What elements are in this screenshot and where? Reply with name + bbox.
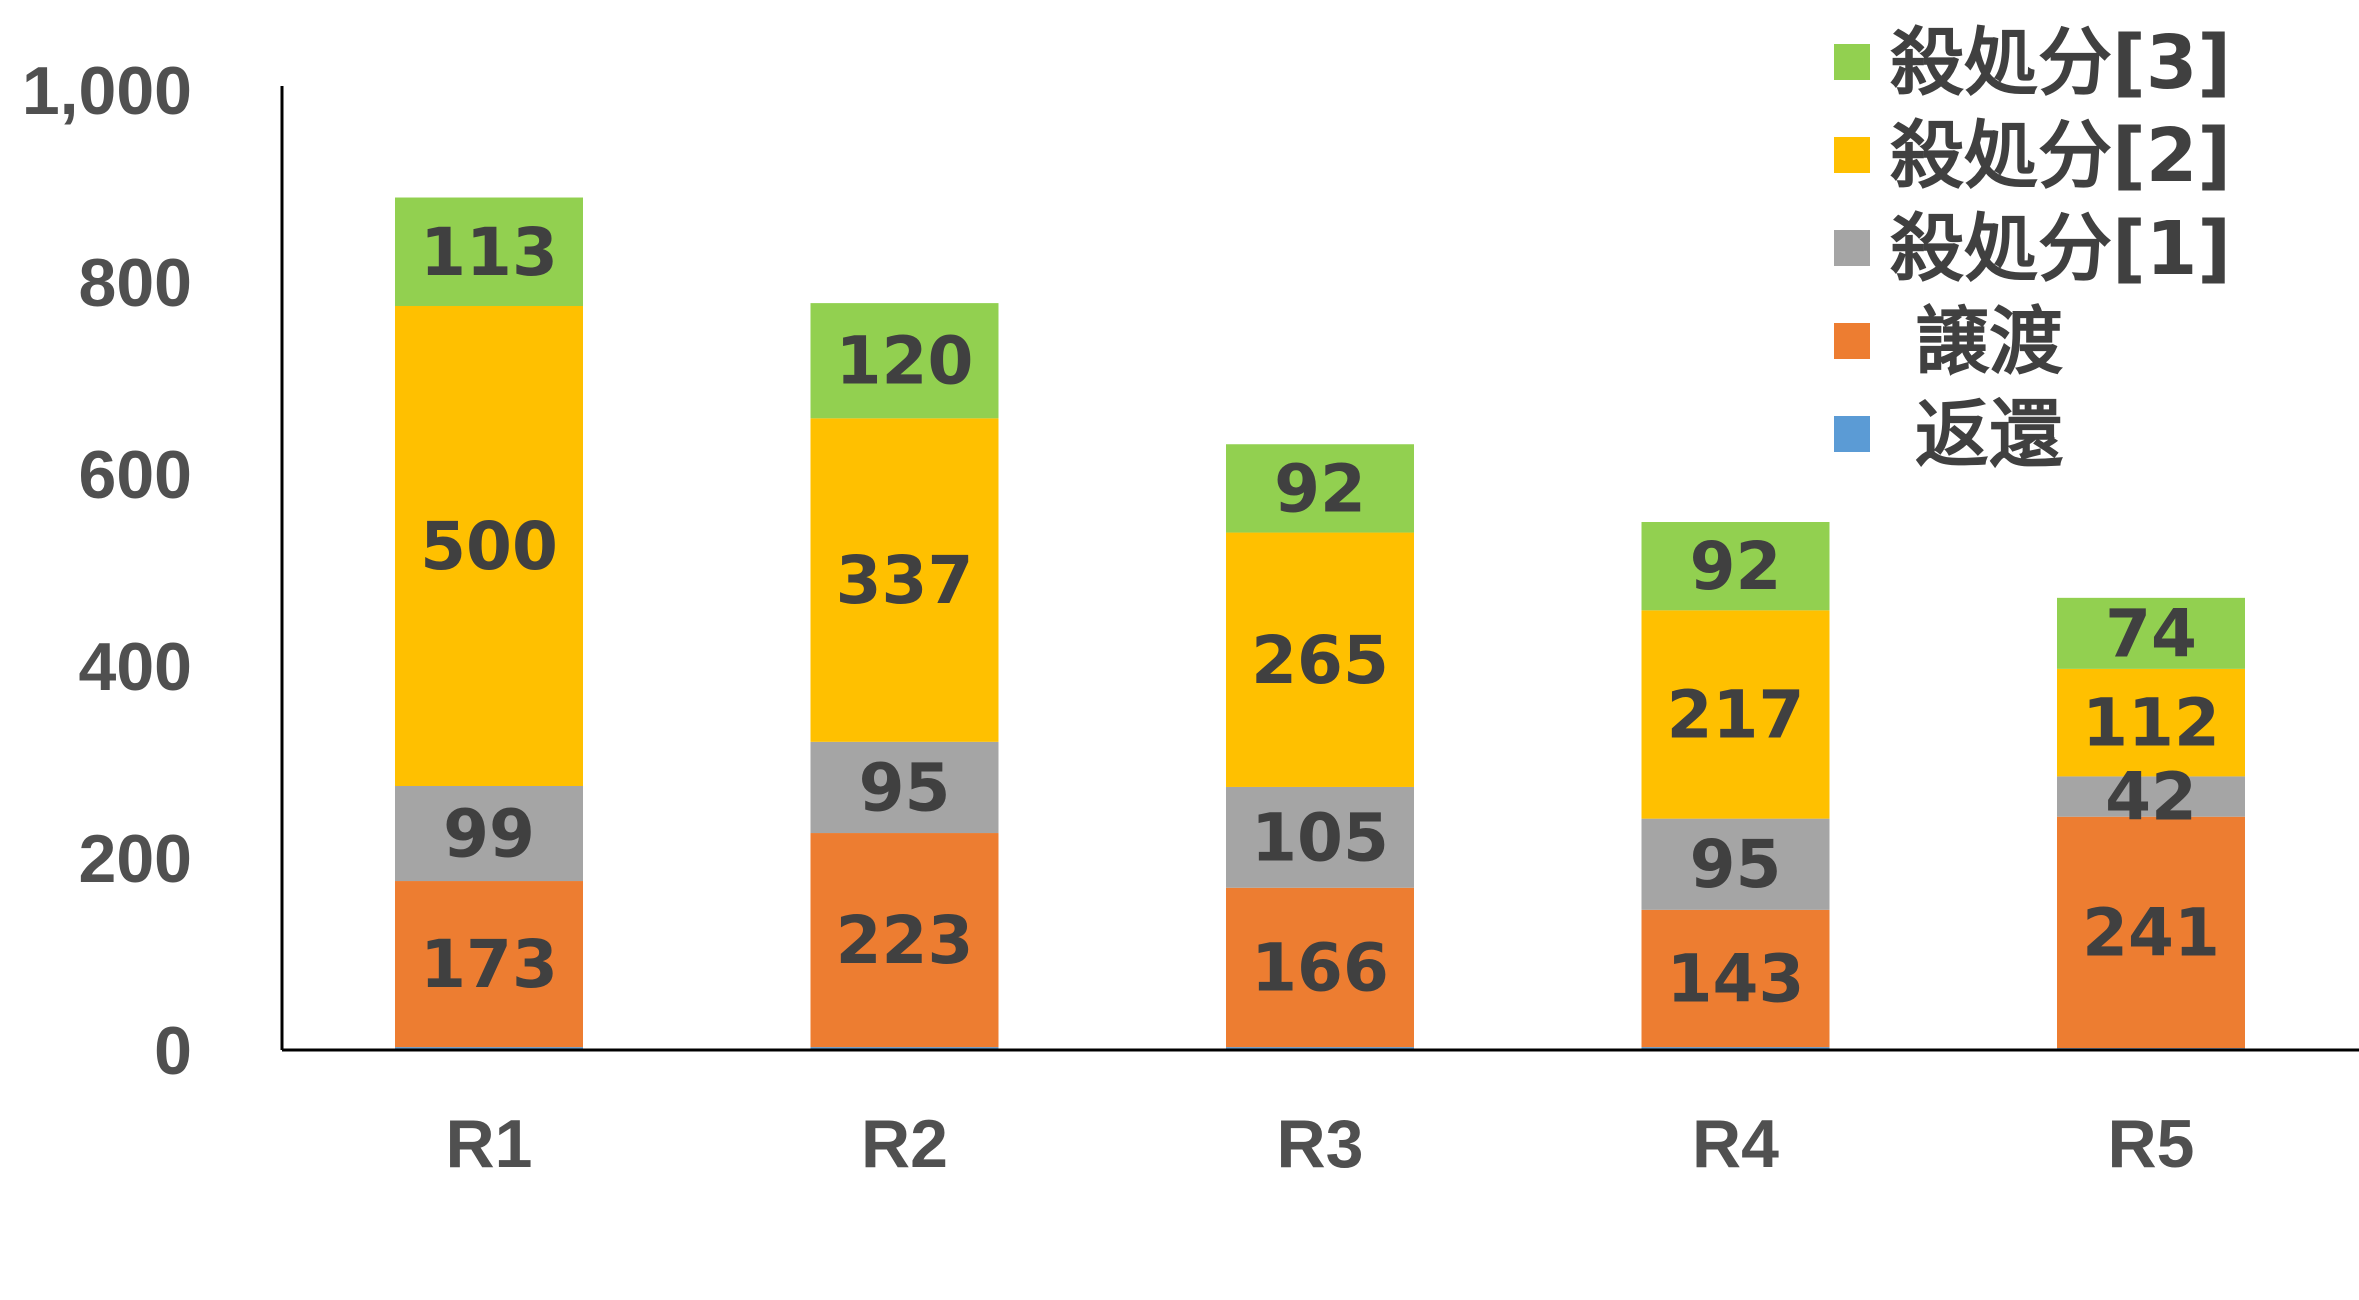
bar-segment: [810, 833, 999, 1048]
x-category-label: R5: [2108, 1106, 2195, 1182]
legend-swatch: [1834, 44, 1870, 80]
bar-segment: [1641, 610, 1830, 819]
bar-segment: [2057, 776, 2245, 817]
y-tick-label: 1,000: [22, 53, 192, 129]
legend-swatch: [1834, 137, 1870, 173]
bar-segment: [1226, 887, 1414, 1048]
legend-label: 譲渡: [1915, 299, 2063, 385]
bar-segment: [1641, 522, 1830, 611]
y-tick-label: 800: [79, 245, 192, 321]
data-label: 500: [420, 508, 558, 585]
data-label: 241: [2082, 894, 2220, 971]
data-label: 92: [1690, 528, 1782, 605]
data-label: 173: [420, 926, 558, 1003]
x-category-label: R1: [446, 1106, 533, 1182]
data-label: 42: [2105, 759, 2197, 836]
legend-label: 殺処分[3]: [1890, 20, 2231, 106]
data-label: 105: [1251, 799, 1389, 876]
bar-segment: [2057, 668, 2245, 777]
bar-segment: [1226, 786, 1414, 888]
y-tick-label: 0: [154, 1013, 192, 1089]
bar-segment: [395, 197, 583, 306]
data-label: 166: [1251, 929, 1389, 1006]
bar-segment: [395, 881, 583, 1048]
bar-segment: [1641, 909, 1830, 1048]
data-label: 99: [443, 796, 535, 873]
data-label: 120: [836, 323, 974, 400]
y-tick-label: 200: [79, 821, 192, 897]
legend-swatch: [1834, 416, 1870, 452]
data-label: 113: [420, 214, 558, 291]
bar-segment: [810, 418, 999, 742]
bar-segment: [810, 303, 999, 419]
bar-segment: [2057, 816, 2245, 1049]
y-tick-label: 600: [79, 437, 192, 513]
data-label: 217: [1667, 676, 1805, 753]
x-category-label: R3: [1277, 1106, 1364, 1182]
legend-label: 返還: [1915, 392, 2063, 478]
bar-segment: [1226, 532, 1414, 787]
legend-label: 殺処分[1]: [1890, 206, 2231, 292]
bar-segment: [2057, 597, 2245, 669]
x-category-label: R2: [861, 1106, 948, 1182]
data-label: 223: [836, 902, 974, 979]
x-axis-category-labels: R1 R2 R3 R4 R5: [446, 1106, 2195, 1182]
data-label: 265: [1251, 622, 1389, 699]
data-labels: 173 99 500 113 223 95 337 120 166 105 265 92 143 95 21…: [420, 214, 2220, 1018]
data-label: 112: [2082, 685, 2220, 762]
bar-segment: [1641, 818, 1830, 910]
y-tick-label: 400: [79, 629, 192, 705]
legend-label: 殺処分[2]: [1890, 113, 2231, 199]
bar-segment: [810, 741, 999, 834]
data-label: 95: [1690, 826, 1782, 903]
data-label: 74: [2105, 595, 2197, 672]
legend-swatch: [1834, 323, 1870, 359]
data-label: 92: [1274, 450, 1366, 527]
legend-swatch: [1834, 230, 1870, 266]
x-category-label: R4: [1692, 1106, 1779, 1182]
data-label: 143: [1667, 940, 1805, 1017]
bar-segment: [1226, 444, 1414, 533]
data-label: 337: [836, 542, 974, 619]
y-axis-tick-labels: 0 200 400 600 800 1,000: [22, 53, 192, 1089]
bar-segment: [395, 786, 583, 882]
bar-segment: [395, 306, 583, 786]
data-label: 95: [859, 749, 951, 826]
